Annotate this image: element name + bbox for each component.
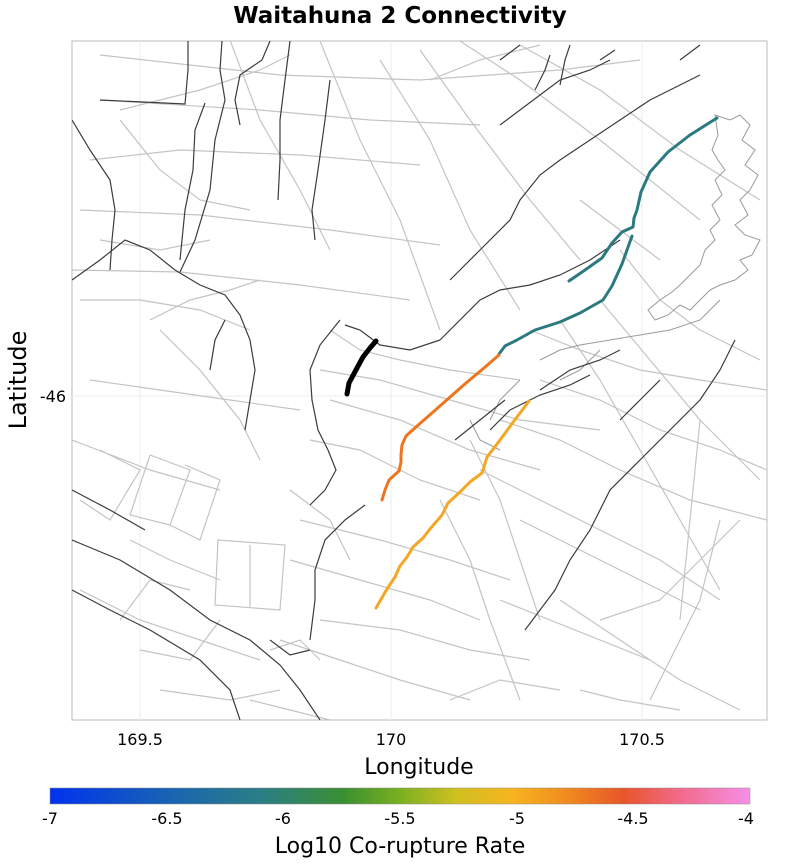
x-axis: 169.5 170 170.5 [117, 730, 665, 749]
coastline [469, 114, 761, 451]
colorbar-gradient [49, 787, 751, 805]
background-faults [72, 41, 767, 720]
x-tick-label: 170 [376, 730, 407, 749]
colorbar: -7 -6.5 -6 -5.5 -5 -4.5 -4 Log10 Co-rupt… [42, 787, 754, 859]
x-tick-label: 170.5 [619, 730, 665, 749]
selected-fault-waitahuna-2[interactable] [344, 338, 379, 397]
gridlines [72, 41, 767, 720]
fault-orange[interactable] [380, 353, 501, 502]
colorbar-tick-label: -4.5 [617, 809, 648, 828]
colorbar-tick-label: -6 [275, 809, 291, 828]
chart-title: Waitahuna 2 Connectivity [233, 3, 567, 29]
colorbar-tick-label: -6.5 [151, 809, 182, 828]
colorbar-tick-label: -7 [42, 809, 58, 828]
connected-faults [344, 116, 719, 610]
colorbar-label: Log10 Co-rupture Rate [275, 834, 526, 859]
x-axis-label: Longitude [364, 755, 473, 780]
colorbar-tick-label: -4 [738, 809, 754, 828]
fault-teal-north[interactable] [567, 116, 719, 283]
fault-teal-south[interactable] [497, 234, 634, 356]
y-tick-label: -46 [40, 387, 66, 406]
fault-amber[interactable] [374, 399, 531, 610]
dark-faults [72, 41, 736, 720]
colorbar-tick-label: -5.5 [384, 809, 415, 828]
x-tick-label: 169.5 [117, 730, 163, 749]
plot-area [71, 40, 768, 721]
y-axis-label: Latitude [4, 331, 32, 430]
colorbar-tick-label: -5 [509, 809, 525, 828]
